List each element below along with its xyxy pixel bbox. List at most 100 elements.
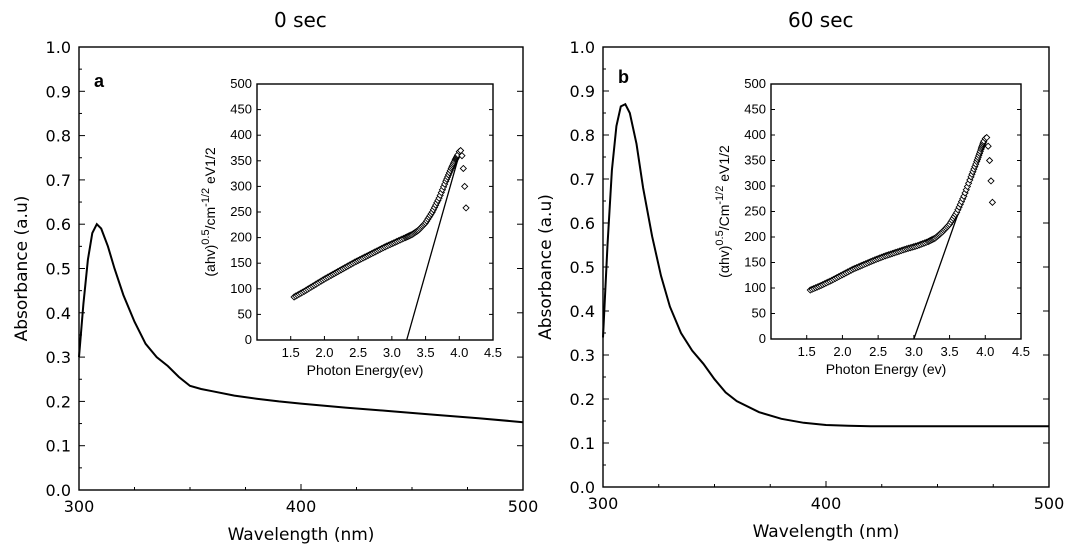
inset-x-tick-label: 4.0: [450, 345, 468, 360]
inset-x-tick-label: 3.0: [383, 345, 401, 360]
inset-y-axis-label-part: (αhv): [716, 246, 732, 278]
inset-y-tick-label: 450: [230, 102, 252, 117]
inset-x-tick-label: 2.5: [869, 344, 887, 359]
inset-y-axis-label-part: eV1/2: [716, 145, 732, 186]
inset-y-tick-label: 100: [230, 281, 252, 296]
inset-y-tick-label: 0: [245, 332, 252, 347]
tauc-data-point: [987, 177, 995, 185]
panel-letter-a: a: [94, 71, 105, 91]
inset-x-tick-label: 1.5: [282, 345, 300, 360]
main-x-tick-label: 400: [286, 497, 317, 516]
inset-x-tick-label: 2.0: [315, 345, 333, 360]
inset-y-tick-label: 350: [230, 153, 252, 168]
absorbance-curve-b: [602, 102, 1049, 428]
main-y-tick-label: 0.7: [570, 170, 595, 189]
inset-y-tick-label: 200: [230, 230, 252, 245]
inset-y-tick-label: 400: [744, 127, 766, 142]
inset-x-tick-label: 4.0: [976, 344, 994, 359]
main-y-tick-label: 0.3: [46, 348, 71, 367]
main-y-tick-label: 1.0: [46, 38, 71, 57]
tauc-data-point: [462, 204, 470, 212]
main-x-tick-label: 300: [64, 497, 95, 516]
main-y-tick-label: 0.4: [570, 302, 595, 321]
inset-y-tick-label: 100: [744, 280, 766, 295]
inset-y-tick-label: 50: [752, 306, 766, 321]
panel-letter-b: b: [618, 67, 629, 87]
main-y-tick-label: 0.0: [570, 478, 595, 497]
tauc-data-point: [461, 182, 469, 191]
inset-y-axis-label-part: eV1/2: [202, 147, 218, 188]
inset-plot-frame-a: [256, 83, 494, 341]
main-y-tick-label: 0.1: [570, 434, 595, 453]
tauc-data-point: [984, 142, 992, 150]
inset-y-axis-label-part: -1/2: [200, 188, 212, 207]
inset-y-axis-label-part: (ahv): [202, 245, 218, 277]
inset-y-tick-label: 200: [744, 229, 766, 244]
inset-x-tick-label: 4.5: [484, 345, 502, 360]
inset-y-axis-label-part: -1/2: [714, 186, 726, 205]
main-x-axis-label: Wavelength (nm): [228, 525, 375, 545]
main-y-tick-label: 0.9: [570, 82, 595, 101]
main-y-tick-label: 0.2: [46, 392, 71, 411]
tauc-data-point: [985, 156, 994, 165]
main-y-tick-label: 0.6: [46, 215, 71, 234]
main-plot-frame-b: [602, 46, 1050, 488]
inset-y-axis-label-part: 0.5: [714, 230, 726, 245]
main-y-axis-label: Absorbance (a.u): [12, 196, 32, 342]
main-y-tick-label: 0.5: [46, 260, 71, 279]
main-y-tick-label: 0.5: [570, 258, 595, 277]
main-x-tick-label: 500: [508, 497, 539, 516]
inset-y-tick-label: 300: [230, 178, 252, 193]
inset-y-tick-label: 150: [744, 255, 766, 270]
inset-y-axis-label-part: 0.5: [200, 229, 212, 244]
main-y-tick-label: 0.2: [570, 390, 595, 409]
main-y-tick-label: 0.7: [46, 171, 71, 190]
tauc-fit-line-a: [406, 149, 462, 341]
inset-x-tick-label: 2.5: [349, 345, 367, 360]
main-y-tick-label: 0.9: [46, 82, 71, 101]
tauc-data-point: [459, 164, 467, 173]
inset-y-axis-label: (ahv)0.5/cm-1/2 eV1/2: [200, 147, 218, 276]
inset-y-tick-label: 0: [759, 331, 766, 346]
inset-y-tick-label: 250: [230, 204, 252, 219]
inset-x-tick-label: 2.0: [833, 344, 851, 359]
inset-x-axis-label: Photon Energy(ev): [307, 362, 424, 378]
panel-title-b: 60 sec: [788, 8, 854, 32]
main-y-tick-label: 0.6: [570, 214, 595, 233]
inset-y-tick-label: 500: [744, 76, 766, 91]
inset-x-tick-label: 3.5: [941, 344, 959, 359]
main-y-tick-label: 0.4: [46, 304, 71, 323]
tauc-data-point: [983, 133, 991, 142]
inset-y-tick-label: 500: [230, 76, 252, 91]
main-y-tick-label: 0.8: [46, 127, 71, 146]
main-y-tick-label: 0.3: [570, 346, 595, 365]
main-plot-frame-a: [78, 46, 524, 491]
main-x-tick-label: 500: [1034, 494, 1065, 513]
main-y-tick-label: 1.0: [570, 38, 595, 57]
tauc-data-point: [988, 198, 997, 206]
inset-x-tick-label: 3.0: [905, 344, 923, 359]
inset-plot-frame-b: [770, 83, 1022, 340]
inset-y-axis-label-part: /cm: [202, 207, 218, 230]
panel-title-a: 0 sec: [274, 8, 327, 32]
inset-y-tick-label: 450: [744, 102, 766, 117]
tauc-data-point: [458, 152, 466, 160]
main-x-axis-label: Wavelength (nm): [753, 522, 900, 542]
inset-y-axis-label: (αhv)0.5/Cm-1/2 eV1/2: [714, 145, 732, 278]
absorbance-curve-a: [78, 222, 524, 424]
main-y-tick-label: 0.1: [46, 437, 71, 456]
inset-y-tick-label: 350: [744, 153, 766, 168]
inset-y-axis-label-part: /Cm: [716, 205, 732, 231]
main-y-tick-label: 0.0: [46, 481, 71, 500]
inset-x-tick-label: 1.5: [798, 344, 816, 359]
inset-y-tick-label: 400: [230, 127, 252, 142]
inset-y-tick-label: 50: [238, 306, 252, 321]
inset-x-tick-label: 4.5: [1012, 344, 1030, 359]
main-y-axis-label: Absorbance (a.u): [536, 194, 556, 340]
inset-y-tick-label: 150: [230, 255, 252, 270]
inset-y-tick-label: 250: [744, 204, 766, 219]
inset-y-tick-label: 300: [744, 178, 766, 193]
main-y-tick-label: 0.8: [570, 126, 595, 145]
inset-x-tick-label: 3.5: [417, 345, 435, 360]
